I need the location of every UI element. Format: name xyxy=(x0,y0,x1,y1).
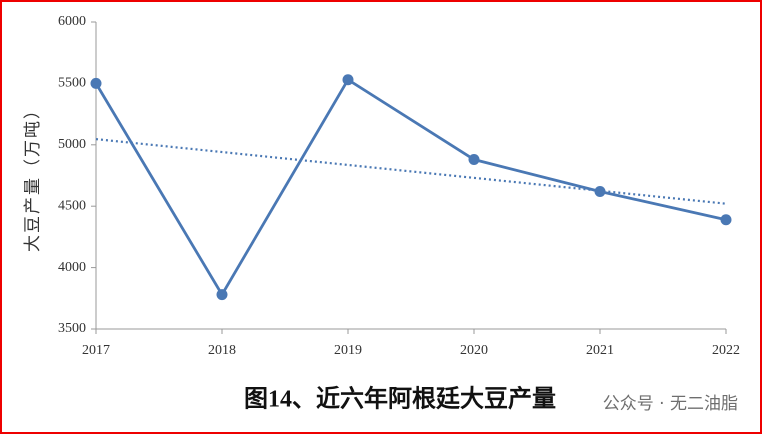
x-tick-label: 2022 xyxy=(712,343,740,358)
data-line xyxy=(94,77,727,298)
y-tick-label: 4000 xyxy=(58,260,86,275)
data-point xyxy=(720,214,732,226)
y-axis-label: 大豆产量（万吨） xyxy=(23,100,42,252)
y-tick-label: 6000 xyxy=(58,14,86,29)
watermark: 公众号 · 无二油脂 xyxy=(603,394,738,414)
chart-title: 图14、近六年阿根廷大豆产量 xyxy=(244,385,556,413)
y-tick-label: 3500 xyxy=(58,321,86,336)
x-tick-label: 2021 xyxy=(586,343,614,358)
x-tick-label: 2017 xyxy=(82,343,110,358)
data-point xyxy=(594,185,606,197)
x-tick-label: 2019 xyxy=(334,343,362,358)
y-tick-label: 5000 xyxy=(58,137,86,152)
data-point xyxy=(468,154,480,166)
data-point xyxy=(216,289,228,301)
trendline xyxy=(95,138,727,205)
data-point xyxy=(90,77,102,89)
x-tick-label: 2020 xyxy=(460,343,488,358)
x-tick-label: 2018 xyxy=(208,343,236,358)
y-tick-label: 4500 xyxy=(58,198,86,213)
data-point xyxy=(342,74,354,86)
y-tick-label: 5500 xyxy=(58,76,86,91)
